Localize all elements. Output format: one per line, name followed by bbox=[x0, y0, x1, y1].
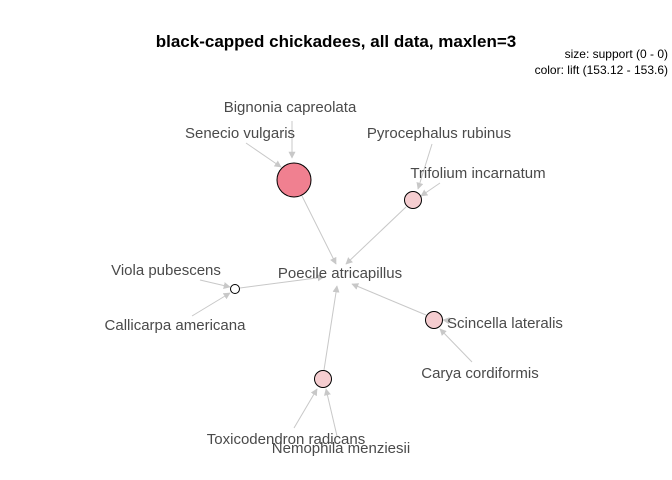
edge-rule-2-center bbox=[345, 206, 407, 265]
edge-nemophila-rule-5 bbox=[324, 388, 338, 437]
item-label-pyrocephalus: Pyrocephalus rubinus bbox=[367, 125, 511, 142]
item-label-senecio: Senecio vulgaris bbox=[185, 125, 295, 142]
edge-carya-rule-4 bbox=[439, 328, 473, 363]
item-label-toxicodendron: Toxicodendron radicans bbox=[207, 431, 365, 448]
item-label-viola: Viola pubescens bbox=[111, 262, 221, 279]
rule-node-4[interactable] bbox=[425, 311, 443, 329]
item-labels: Poecile atricapillus Bignonia capreolata… bbox=[105, 99, 563, 457]
item-label-nemophila: Nemophila menziesii bbox=[272, 440, 410, 457]
item-label-scincella: Scincella lateralis bbox=[447, 315, 563, 332]
chart-title: black-capped chickadees, all data, maxle… bbox=[156, 32, 517, 51]
legend-size: size: support (0 - 0) bbox=[565, 47, 668, 61]
edge-rule-4-center bbox=[351, 283, 427, 316]
rule-node-2[interactable] bbox=[404, 191, 422, 209]
rule-node-3[interactable] bbox=[230, 284, 240, 294]
legend-color: color: lift (153.12 - 153.6) bbox=[535, 63, 668, 77]
edge-pyrocephalus-rule-2 bbox=[416, 143, 433, 190]
edge-senecio-rule-1 bbox=[245, 142, 282, 168]
rule-nodes bbox=[230, 162, 443, 388]
edge-viola-rule-3 bbox=[199, 279, 231, 289]
item-label-callicarpa: Callicarpa americana bbox=[105, 317, 247, 334]
edge-callicarpa-rule-3 bbox=[191, 292, 231, 317]
rule-node-1[interactable] bbox=[276, 162, 312, 198]
edge-scincella-rule-4 bbox=[442, 317, 453, 325]
edge-toxicodendron-rule-5 bbox=[293, 388, 318, 429]
edges bbox=[191, 121, 473, 437]
edge-rule-3-center bbox=[239, 274, 325, 289]
item-label-center: Poecile atricapillus bbox=[278, 265, 402, 282]
edge-rule-5-center bbox=[323, 285, 340, 371]
rule-node-5[interactable] bbox=[314, 370, 332, 388]
edge-trifolium-rule-2 bbox=[420, 182, 441, 197]
item-label-carya: Carya cordiformis bbox=[421, 365, 539, 382]
item-label-bignonia: Bignonia capreolata bbox=[224, 99, 357, 116]
item-label-trifolium: Trifolium incarnatum bbox=[410, 165, 545, 182]
edge-rule-1-center bbox=[301, 195, 337, 265]
